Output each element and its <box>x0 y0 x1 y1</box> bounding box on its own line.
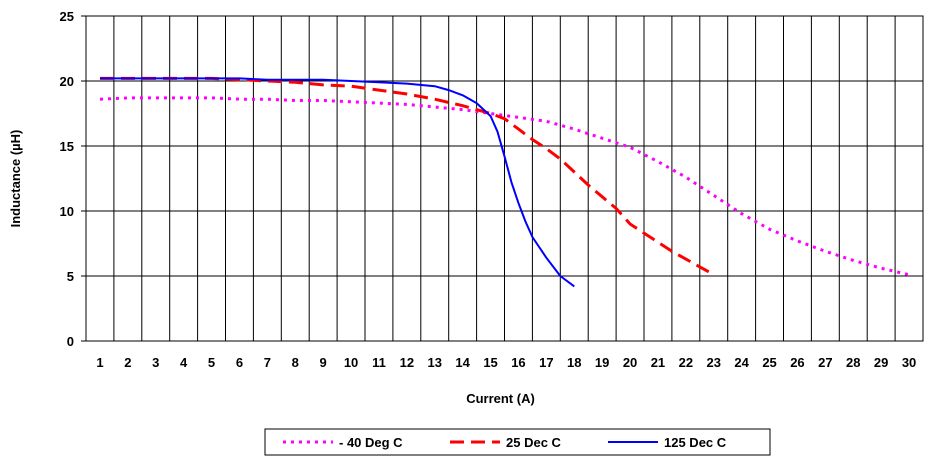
legend: - 40 Deg C 25 Dec C 125 Dec C <box>264 428 771 456</box>
x-tick-label: 8 <box>292 355 299 370</box>
x-tick-label: 27 <box>818 355 832 370</box>
legend-box <box>264 428 771 456</box>
x-tick-label: 3 <box>152 355 159 370</box>
y-tick-label: 0 <box>67 334 74 349</box>
x-tick-label: 12 <box>400 355 414 370</box>
y-tick-label: 20 <box>60 74 74 89</box>
legend-label: - 40 Deg C <box>339 435 403 450</box>
x-tick-label: 21 <box>651 355 665 370</box>
x-tick-label: 10 <box>344 355 358 370</box>
x-tick-label: 2 <box>124 355 131 370</box>
x-tick-label: 25 <box>762 355 776 370</box>
x-tick-label: 11 <box>372 355 386 370</box>
x-tick-label: 29 <box>874 355 888 370</box>
x-tick-labels: 1 2 3 4 5 6 7 8 9 10 11 12 13 14 15 16 17 18 19 20 21 22 23 24 2… <box>96 355 916 370</box>
y-tick-labels: 0 5 10 15 20 25 <box>60 9 74 349</box>
x-tick-label: 20 <box>623 355 637 370</box>
legend-label: 25 Dec C <box>506 435 562 450</box>
y-axis-title: Inductance (µH) <box>8 130 23 228</box>
x-tick-label: 22 <box>679 355 693 370</box>
x-tick-label: 18 <box>567 355 581 370</box>
x-tick-label: 23 <box>707 355 721 370</box>
x-tick-label: 13 <box>428 355 442 370</box>
x-tick-label: 17 <box>539 355 553 370</box>
y-tick-label: 15 <box>60 139 74 154</box>
x-tick-label: 19 <box>595 355 609 370</box>
x-tick-label: 5 <box>208 355 215 370</box>
x-tick-label: 14 <box>455 355 470 370</box>
x-tick-label: 30 <box>902 355 916 370</box>
y-tick-label: 25 <box>60 9 74 24</box>
x-tick-label: 28 <box>846 355 860 370</box>
series-line-2 <box>100 76 715 277</box>
y-tick-label: 10 <box>60 204 74 219</box>
x-tick-label: 1 <box>96 355 103 370</box>
x-tick-label: 24 <box>734 355 749 370</box>
x-tick-label: 7 <box>264 355 271 370</box>
x-tick-label: 6 <box>236 355 243 370</box>
plot-area-frame <box>85 15 924 342</box>
x-tick-label: 15 <box>483 355 497 370</box>
legend-label: 125 Dec C <box>664 435 727 450</box>
y-tick-label: 5 <box>67 269 74 284</box>
x-axis-title: Current (A) <box>466 391 535 406</box>
x-tick-label: 16 <box>511 355 525 370</box>
series-line-3 <box>100 77 575 288</box>
x-tick-label: 26 <box>790 355 804 370</box>
x-tick-label: 9 <box>320 355 327 370</box>
series-layer <box>99 76 910 288</box>
x-tick-label: 4 <box>180 355 188 370</box>
grid-lines <box>81 15 924 342</box>
